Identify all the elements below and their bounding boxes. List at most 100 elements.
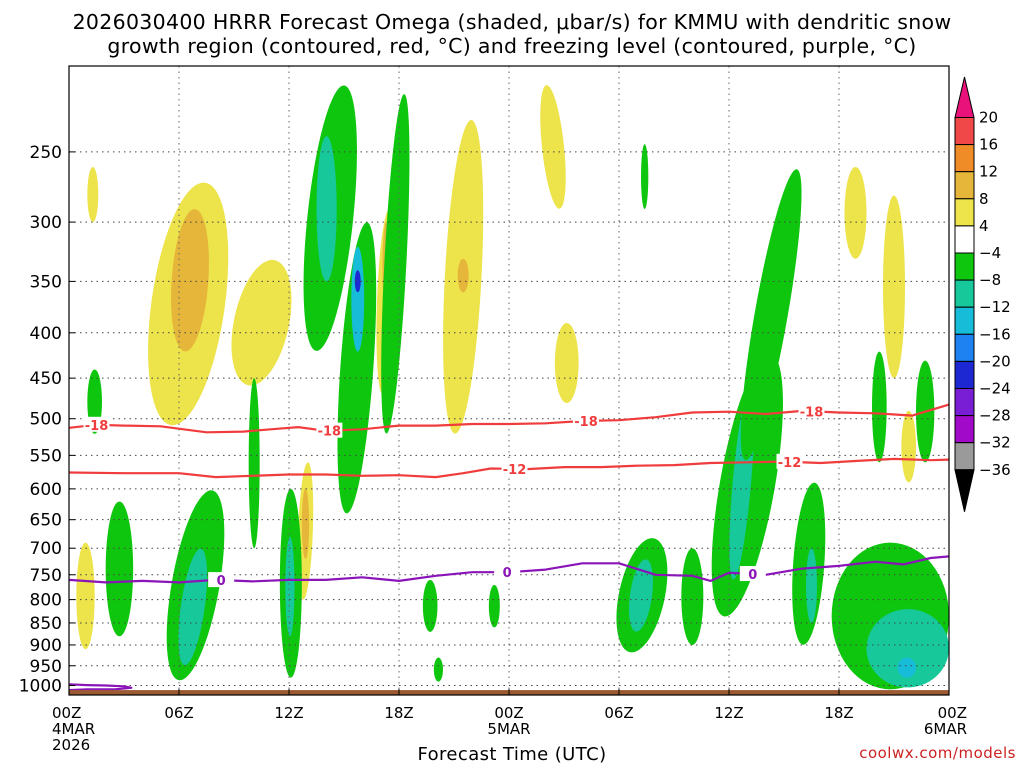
- x-tick-label: 00Z: [494, 704, 523, 722]
- contour-label: -12: [503, 463, 527, 478]
- omega-area-2: [231, 259, 292, 386]
- x-tick-label: 18Z: [824, 704, 853, 722]
- omega-area-14: [901, 410, 917, 483]
- y-tick-label: 950: [30, 657, 62, 677]
- contour-label-bg: [316, 422, 343, 438]
- contour-label: -18: [574, 415, 598, 430]
- colorbar-label: 16: [979, 136, 998, 154]
- colorbar-swatch: [954, 306, 975, 335]
- colorbar-label: 4: [979, 217, 989, 235]
- colorbar-label: −20: [979, 352, 1011, 370]
- colorbar-swatch: [954, 225, 975, 254]
- omega-area-19: [351, 246, 365, 352]
- y-tick-label: 1000: [19, 676, 62, 696]
- grid-lines: [69, 66, 949, 695]
- y-tick-label: 750: [30, 566, 62, 586]
- colorbar-label: −36: [979, 461, 1011, 479]
- y-tick-label: 700: [30, 539, 62, 559]
- omega-area-23: [178, 548, 208, 666]
- contour-label: -18: [318, 425, 342, 440]
- colorbar-label: −28: [979, 407, 1011, 425]
- colorbar-swatch: [954, 333, 975, 362]
- contour-label: -18: [800, 405, 824, 420]
- y-tick-label: 800: [30, 591, 62, 611]
- colorbar-label: −16: [979, 325, 1011, 343]
- colorbar-swatch: [954, 388, 975, 417]
- y-tick-label: 600: [30, 480, 62, 500]
- omega-area-12: [844, 166, 867, 259]
- y-tick-label: 550: [30, 446, 62, 466]
- colorbar-label: 20: [979, 109, 998, 127]
- contour-label: -18: [85, 419, 109, 434]
- x-tick-label: 12Z: [274, 704, 303, 722]
- x-tick-label: 5MAR: [487, 720, 530, 738]
- credit-link[interactable]: coolwx.com/models: [859, 744, 1016, 762]
- colorbar-swatch: [954, 144, 975, 173]
- omega-area-43: [872, 351, 887, 463]
- omega-area-1: [171, 209, 209, 352]
- x-tick-label: 2026: [52, 736, 90, 754]
- contour-label-bg: [573, 412, 599, 428]
- y-tick-label: 500: [30, 410, 62, 430]
- y-tick-label: 850: [30, 614, 62, 634]
- omega-area-24: [105, 501, 134, 637]
- omega-area-7: [554, 323, 579, 403]
- contour-label-bg: [83, 416, 110, 432]
- y-tick-label: 900: [30, 636, 62, 656]
- omega-area-31: [433, 657, 443, 682]
- omega-area-41: [866, 609, 949, 688]
- omega-area-37: [740, 169, 802, 461]
- x-tick-label: 4MAR: [52, 720, 95, 738]
- contour-label-bg: [798, 403, 825, 419]
- omega-area-15: [76, 542, 95, 650]
- x-tick-label: 18Z: [384, 704, 413, 722]
- x-tick-label: 06Z: [604, 704, 633, 722]
- colorbar-label: −8: [979, 271, 1001, 289]
- colorbar-swatch: [954, 442, 975, 471]
- omega-area-11: [301, 488, 310, 560]
- colorbar-label: 12: [979, 163, 998, 181]
- omega-area-5: [457, 258, 469, 293]
- contour-line-0: [68, 403, 950, 434]
- x-tick-label: 00Z: [52, 704, 81, 722]
- x-tick-label: 06Z: [164, 704, 193, 722]
- omega-area-18: [337, 222, 377, 514]
- y-tick-label: 400: [30, 324, 62, 344]
- omega-area-6: [540, 85, 566, 209]
- omega-shading: [76, 85, 949, 690]
- colorbar-swatch: [954, 171, 975, 200]
- omega-area-27: [248, 378, 260, 549]
- isotherm-contours: -18 -18 -18 -18 -12 -12 0 0 0: [68, 403, 950, 692]
- colorbar-label: −12: [979, 298, 1011, 316]
- contour-label: -12: [778, 456, 802, 471]
- omega-area-26: [285, 537, 295, 637]
- contour-label: 0: [748, 568, 757, 583]
- y-tick-label: 350: [30, 272, 62, 292]
- colorbar: 20 16 12 8 4 −4 −8 −12 −16 −20 −24 −28 −32 −36: [954, 76, 1011, 512]
- chart-title-line-2: growth region (contoured, red, °C) and f…: [107, 34, 917, 58]
- colorbar-swatch: [954, 415, 975, 444]
- contour-label-bg: [776, 453, 803, 469]
- omega-area-20: [354, 270, 361, 293]
- y-axis: 2503003504004505005506006507007508008509…: [19, 143, 75, 696]
- omega-area-17: [316, 136, 337, 282]
- contour-label: 0: [217, 574, 226, 589]
- y-tick-label: 650: [30, 511, 62, 531]
- omega-area-34: [681, 548, 704, 645]
- y-tick-label: 450: [30, 369, 62, 389]
- colorbar-label: 8: [979, 190, 989, 208]
- x-axis-label: Forecast Time (UTC): [417, 744, 607, 765]
- colorbar-label: −24: [979, 380, 1011, 398]
- omega-area-29: [422, 579, 438, 632]
- x-tick-label: 6MAR: [924, 720, 967, 738]
- omega-area-45: [641, 144, 649, 210]
- x-tick-label: 12Z: [714, 704, 743, 722]
- omega-area-42: [897, 657, 916, 678]
- omega-area-33: [628, 559, 654, 632]
- omega-area-3: [87, 166, 99, 223]
- colorbar-swatch: [954, 279, 975, 308]
- contour-label-bg: [739, 566, 766, 582]
- colorbar-label: −32: [979, 434, 1011, 452]
- omega-area-13: [883, 195, 905, 379]
